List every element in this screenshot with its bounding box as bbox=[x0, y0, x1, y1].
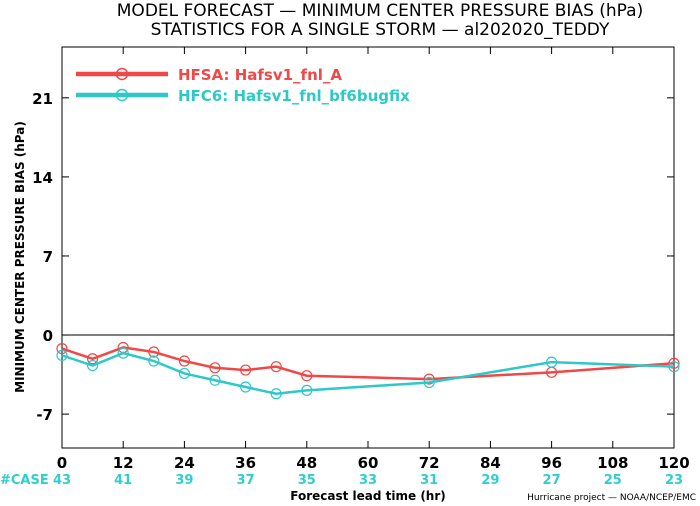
data-point bbox=[148, 346, 160, 358]
x-tick-label: 72 bbox=[419, 454, 440, 472]
case-count: 33 bbox=[359, 473, 377, 488]
x-tick-label: 12 bbox=[113, 454, 134, 472]
x-tick-label: 60 bbox=[358, 454, 379, 472]
legend-entry: HFSA: Hafsv1_fnl_A bbox=[178, 66, 342, 84]
x-tick-label: 108 bbox=[597, 454, 628, 472]
data-point bbox=[86, 353, 99, 365]
data-point bbox=[178, 367, 190, 380]
credit-text: Hurricane project — NOAA/NCEP/EMC bbox=[527, 493, 696, 503]
case-count: 39 bbox=[175, 473, 193, 488]
case-count: 35 bbox=[298, 473, 316, 488]
data-point bbox=[668, 357, 680, 369]
x-tick-label: 96 bbox=[541, 454, 562, 472]
x-tick-label: 84 bbox=[480, 454, 501, 472]
x-tick-label: 48 bbox=[296, 454, 317, 472]
x-axis-label: Forecast lead time (hr) bbox=[290, 489, 446, 503]
data-point bbox=[301, 384, 313, 396]
plot-area: -7 0 7 14 21 0 12 24 36 48 60 72 84 96 108 120 43 41 39 37 3… bbox=[32, 46, 690, 488]
data-point bbox=[545, 356, 558, 368]
data-point bbox=[301, 370, 313, 382]
data-point bbox=[56, 349, 68, 361]
data-point bbox=[668, 361, 680, 373]
x-tick-label: 0 bbox=[57, 454, 67, 472]
y-tick-label: 7 bbox=[43, 248, 53, 266]
data-point bbox=[240, 364, 252, 376]
legend-marker bbox=[115, 88, 129, 102]
plot-frame bbox=[61, 46, 675, 449]
data-point bbox=[209, 374, 221, 386]
data-point bbox=[270, 388, 282, 400]
legend-entry: HFC6: Hafsv1_fnl_bf6bugfix bbox=[178, 87, 410, 105]
data-point bbox=[178, 355, 190, 367]
y-axis-label: MINIMUM CENTER PRESSURE BIAS (hPa) bbox=[13, 121, 27, 393]
case-count: 29 bbox=[481, 473, 499, 488]
legend: HFSA: Hafsv1_fnl_A HFC6: Hafsv1_fnl_bf6bu… bbox=[76, 66, 410, 105]
x-tick-label: 24 bbox=[174, 454, 195, 472]
data-point bbox=[117, 347, 129, 359]
case-count: 37 bbox=[237, 473, 255, 488]
case-count: 27 bbox=[543, 473, 561, 488]
case-label: #CASE bbox=[0, 473, 49, 488]
data-point bbox=[209, 362, 221, 374]
x-tick-label: 120 bbox=[658, 454, 689, 472]
case-count: 31 bbox=[420, 473, 438, 488]
data-point bbox=[148, 355, 160, 367]
data-point bbox=[56, 342, 68, 355]
x-tick-label: 36 bbox=[235, 454, 256, 472]
series-2 bbox=[56, 347, 680, 400]
y-tick-label: 0 bbox=[43, 327, 53, 345]
data-point bbox=[86, 359, 99, 372]
chart-title: MODEL FORECAST — MINIMUM CENTER PRESSURE… bbox=[117, 1, 643, 21]
y-tick-label: 21 bbox=[32, 90, 53, 108]
series-line bbox=[61, 351, 675, 396]
y-tick-label: -7 bbox=[36, 406, 53, 424]
data-point bbox=[270, 361, 282, 373]
data-point bbox=[240, 381, 252, 393]
data-point bbox=[423, 376, 435, 389]
chart-subtitle: STATISTICS FOR A SINGLE STORM — al202020… bbox=[151, 20, 610, 40]
case-count: 25 bbox=[604, 473, 622, 488]
y-tick-label: 14 bbox=[32, 169, 53, 187]
case-count: 23 bbox=[665, 473, 683, 488]
case-count: 43 bbox=[53, 473, 71, 488]
data-point bbox=[423, 373, 435, 385]
legend-marker bbox=[115, 67, 129, 81]
case-count: 41 bbox=[114, 473, 132, 488]
